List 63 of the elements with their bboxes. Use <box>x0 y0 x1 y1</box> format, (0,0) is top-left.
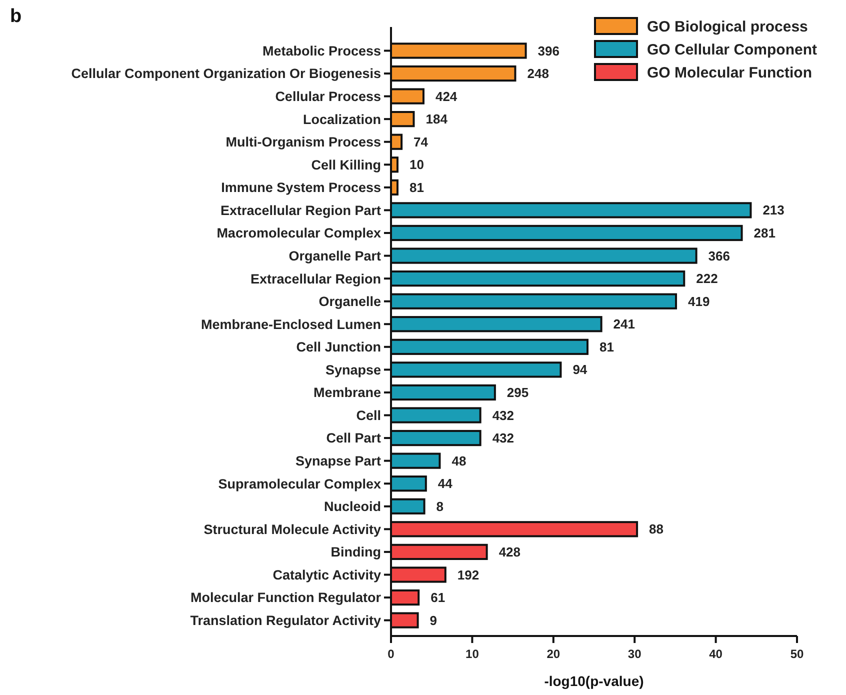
y-tick-label: Cell Part <box>326 430 382 446</box>
x-tick-label: 10 <box>466 647 480 661</box>
y-tick-label: Synapse Part <box>295 454 382 469</box>
annotation: 81 <box>409 180 424 195</box>
annotation: 295 <box>506 385 529 400</box>
annotation: 88 <box>649 522 664 537</box>
annotation: 281 <box>754 226 776 241</box>
y-tick-label: Translation Regulator Activity <box>190 613 382 628</box>
annotation: 424 <box>435 88 458 104</box>
y-tick-label: Cell Killing <box>311 157 381 172</box>
legend-label: GO Biological process <box>647 18 808 36</box>
annotation: 248 <box>527 66 549 82</box>
annotation: 432 <box>492 430 514 446</box>
annotation: 192 <box>457 567 480 582</box>
y-tick-label: Multi-Organism Process <box>226 134 381 150</box>
annotation: 94 <box>572 362 588 378</box>
y-tick-label: Metabolic Process <box>262 43 381 58</box>
y-tick-label: Molecular Function Regulator <box>190 590 382 606</box>
annotation: 222 <box>696 271 718 286</box>
y-tick-label: Localization <box>302 112 381 127</box>
annotation: 396 <box>538 43 560 58</box>
y-tick-label: Organelle <box>318 294 382 310</box>
y-tick-label: Extracellular Region Part <box>220 202 382 218</box>
x-tick-label: 0 <box>388 647 395 661</box>
y-tick-label: Macromolecular Complex <box>216 226 382 241</box>
text: b <box>10 6 22 27</box>
annotation: 44 <box>438 476 454 492</box>
y-tick-label: Synapse <box>325 362 382 378</box>
x-tick-label: 30 <box>628 647 642 661</box>
y-tick-label: Supramolecular Complex <box>218 476 382 492</box>
y-tick-label: Cell <box>356 408 381 423</box>
y-tick-label: Extracellular Region <box>250 271 381 286</box>
x-tick-label: 20 <box>546 647 560 661</box>
annotation: 419 <box>688 294 710 309</box>
annotation: 184 <box>426 112 448 127</box>
annotation: 8 <box>436 498 444 514</box>
y-tick-label: Catalytic Activity <box>272 567 382 582</box>
x-tick-label: 40 <box>709 647 723 661</box>
annotation: 48 <box>452 453 466 468</box>
y-tick-label: Membrane-Enclosed Lumen <box>200 316 381 332</box>
x-axis-title: -log10(p-value) <box>544 673 644 689</box>
y-tick-label: Nucleoid <box>324 499 381 514</box>
annotation: 241 <box>613 316 636 332</box>
annotation: 81 <box>600 339 614 354</box>
annotation: 366 <box>708 248 730 264</box>
annotation: 61 <box>430 590 446 606</box>
annotation: 432 <box>492 408 514 423</box>
annotation: 428 <box>498 544 521 560</box>
annotation: 213 <box>762 202 784 218</box>
y-tick-label: Binding <box>330 544 381 560</box>
y-tick-label: Immune System Process <box>221 180 381 196</box>
legend-label: GO Cellular Component <box>647 41 818 58</box>
x-tick-label: 50 <box>790 647 804 661</box>
annotation: 74 <box>414 134 429 150</box>
annotation: 9 <box>430 612 438 628</box>
legend-label: GO Molecular Function <box>647 64 812 82</box>
annotation: 10 <box>409 157 424 172</box>
y-tick-label: Cellular Component Organization Or Biogenesis <box>71 66 381 82</box>
y-tick-label: Cellular Process <box>275 89 381 104</box>
y-tick-label: Organelle Part <box>288 248 382 264</box>
y-tick-label: Cell Junction <box>296 340 381 355</box>
y-tick-label: Membrane <box>313 385 382 400</box>
y-tick-label: Structural Molecule Activity <box>204 522 382 537</box>
